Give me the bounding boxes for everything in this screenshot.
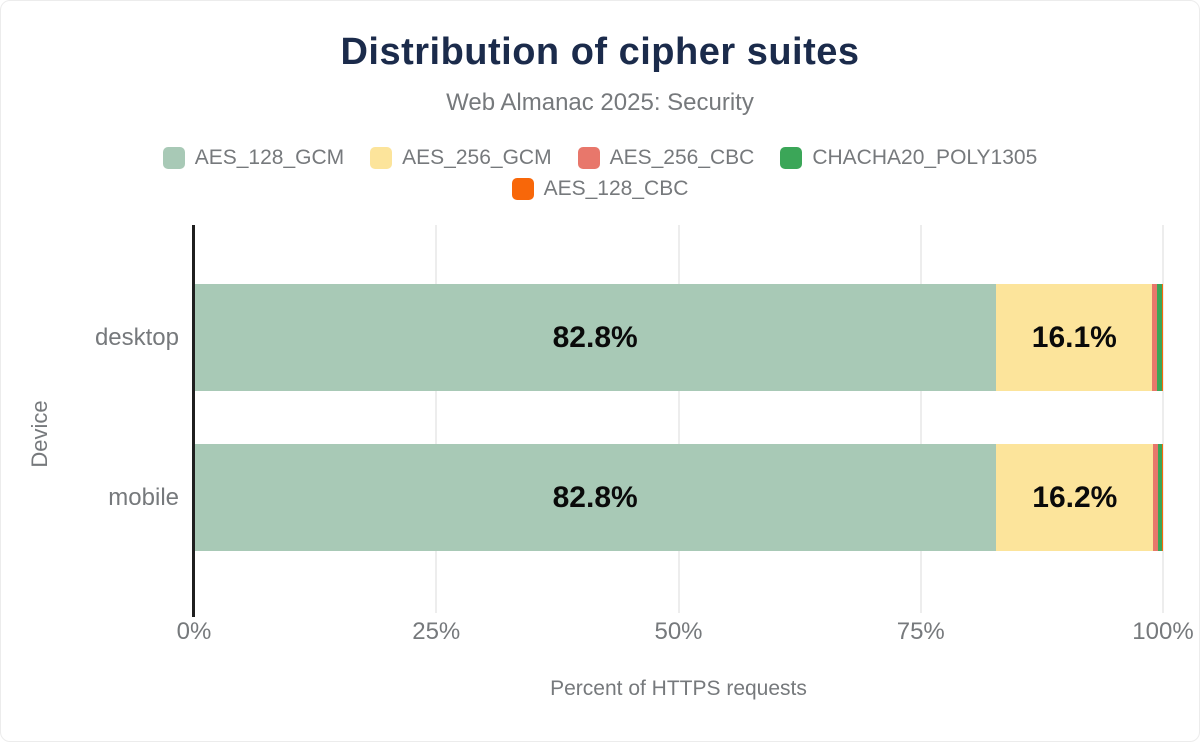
bar-value-label: 82.8% <box>552 480 638 514</box>
bar-row-mobile: 82.8% 16.2% <box>194 444 1163 551</box>
legend-item-aes_128_gcm[interactable]: AES_128_GCM <box>162 145 345 170</box>
bar-row-desktop: 82.8% 16.1% <box>194 284 1163 391</box>
gridline <box>677 225 680 613</box>
legend-item-label: AES_128_GCM <box>194 145 345 169</box>
chart-subtitle: Web Almanac 2025: Security <box>446 89 754 116</box>
legend-swatch-icon <box>370 146 393 169</box>
bar-segment-aes_256_gcm[interactable]: 16.1% <box>996 284 1153 391</box>
bar-segment-aes_128_gcm[interactable]: 82.8% <box>194 444 997 551</box>
legend-item-label: AES_256_GCM <box>402 145 552 169</box>
gridline <box>1162 225 1164 613</box>
bar-segment-chacha20_poly1305[interactable] <box>1157 284 1163 391</box>
legend-item-aes_256_gcm[interactable]: AES_256_GCM <box>370 145 552 170</box>
category-label-mobile: mobile <box>108 483 179 511</box>
bar-segment-aes_256_gcm[interactable]: 16.2% <box>996 444 1154 551</box>
bar-value-label: 82.8% <box>552 320 638 354</box>
bar-segment-aes_128_gcm[interactable]: 82.8% <box>194 284 997 391</box>
legend-item-chacha20_poly1305[interactable]: CHACHA20_POLY1305 <box>780 146 1037 170</box>
legend-swatch-icon <box>511 177 534 200</box>
tick-label: 100% <box>1132 618 1194 645</box>
tick-label: 75% <box>896 618 945 645</box>
tick-label: 0% <box>176 618 212 645</box>
y-axis-line <box>192 225 195 617</box>
chart-title: Distribution of cipher suites <box>340 31 860 73</box>
legend-swatch-icon <box>577 146 600 169</box>
tick-label: 25% <box>412 618 461 645</box>
legend-row: AES_128_GCM AES_256_GCM AES_256_CBC CHACHA2… <box>1 142 1199 173</box>
bar-value-label: 16.2% <box>1032 480 1118 514</box>
bar-segment-aes_128_cbc[interactable] <box>1162 284 1163 391</box>
bar-segment-aes_128_cbc[interactable] <box>1162 444 1163 551</box>
legend-swatch-icon <box>780 146 803 169</box>
category-labels: desktop mobile <box>1 225 186 601</box>
tick-label: 50% <box>654 618 703 645</box>
legend-item-label: AES_128_CBC <box>543 176 689 200</box>
category-label-desktop: desktop <box>94 323 179 351</box>
bar-value-label: 16.1% <box>1031 320 1117 354</box>
gridline <box>435 225 438 613</box>
x-axis-ticks: 0% 25% 50% 75% 100% <box>177 618 1194 648</box>
x-axis-title: Percent of HTTPS requests <box>550 677 807 700</box>
legend-item-label: CHACHA20_POLY1305 <box>812 145 1038 169</box>
legend: AES_128_GCM AES_256_GCM AES_256_CBC CHACHA2… <box>1 142 1199 204</box>
bar-segment-aes_256_cbc[interactable] <box>1152 284 1158 391</box>
legend-row: AES_128_CBC <box>1 173 1199 204</box>
legend-item-aes_256_cbc[interactable]: AES_256_CBC <box>577 145 755 170</box>
gridline <box>919 225 922 613</box>
legend-swatch-icon <box>162 146 185 169</box>
bar-segment-chacha20_poly1305[interactable] <box>1158 444 1163 551</box>
bar-segment-aes_256_cbc[interactable] <box>1153 444 1159 551</box>
plot-area: 82.8% 16.1% 82.8% 16.2% <box>192 225 1164 617</box>
legend-item-label: AES_256_CBC <box>609 145 755 169</box>
legend-item-aes_128_cbc[interactable]: AES_128_CBC <box>511 176 689 201</box>
